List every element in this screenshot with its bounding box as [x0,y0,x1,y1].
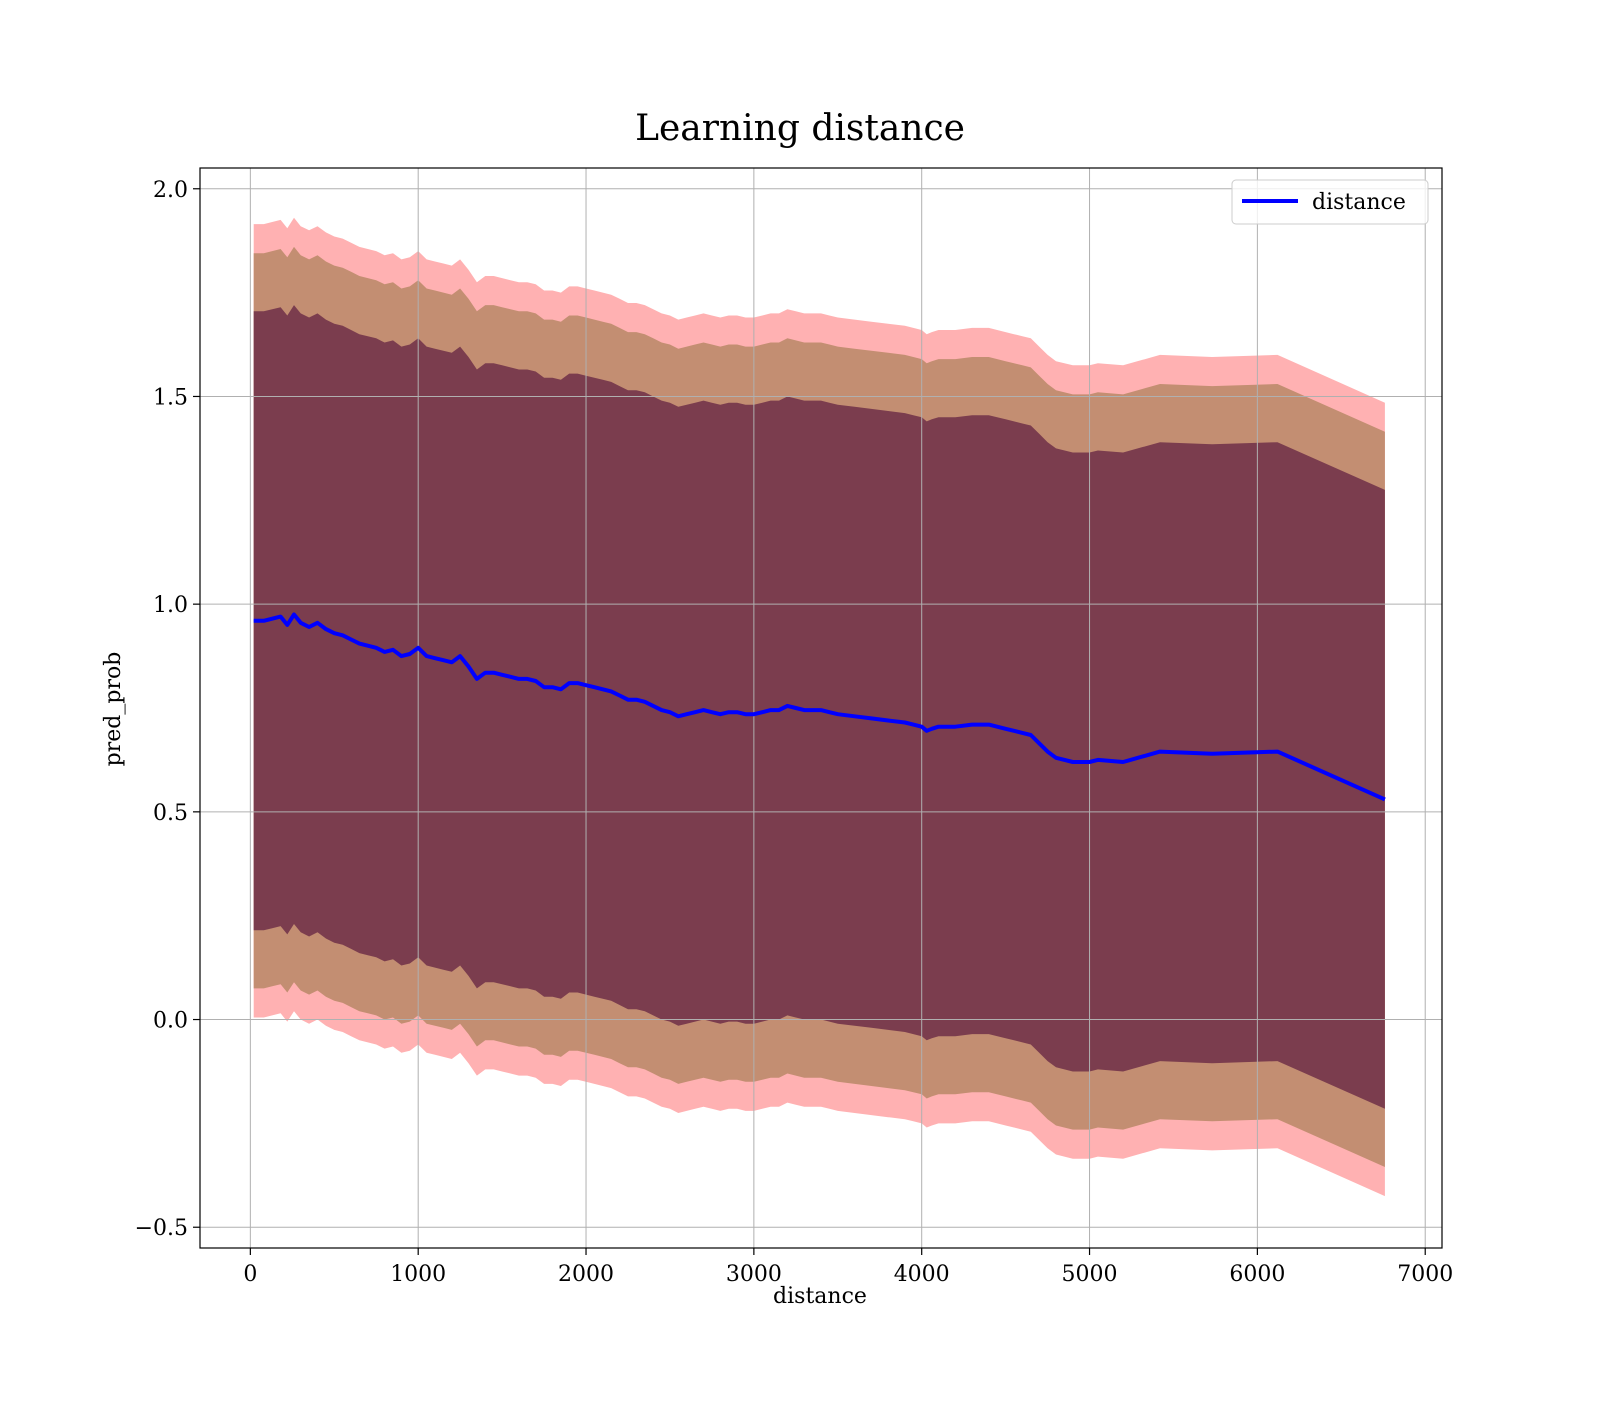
band-inner [253,305,1385,1109]
confidence-bands [253,217,1385,1197]
x-tick-label: 7000 [1397,1262,1453,1287]
x-tick-label: 0 [243,1262,257,1287]
grid-lines [200,168,1442,1248]
x-tick-label: 3000 [726,1262,782,1287]
y-tick-label: 2.0 [153,178,188,203]
legend: distance [1231,179,1429,225]
y-tick-label: 1.0 [153,593,188,618]
x-tick-label: 5000 [1062,1262,1118,1287]
legend-box [1231,179,1429,225]
plot-frame [199,167,1443,1249]
series-line-layer [253,612,1386,802]
y-tick-label: 1.5 [153,385,188,410]
y-tick-label: 0.0 [153,1009,188,1034]
chart-title: Learning distance [635,108,965,149]
x-tick-label: 6000 [1229,1262,1285,1287]
y-axis-label: pred_prob [101,652,126,767]
x-axis-label: distance [773,1284,867,1309]
y-axis-ticks: −0.5 0.0 0.5 1.0 1.5 2.0 [135,178,200,1241]
series-line-distance [253,612,1386,802]
x-tick-label: 2000 [558,1262,614,1287]
y-tick-label: −0.5 [135,1216,188,1241]
legend-label-distance: distance [1312,190,1406,215]
x-tick-label: 1000 [390,1262,446,1287]
x-tick-label: 4000 [894,1262,950,1287]
x-axis-ticks: 0 1000 2000 3000 4000 5000 6000 7000 [243,1248,1453,1287]
y-tick-label: 0.5 [153,801,188,826]
